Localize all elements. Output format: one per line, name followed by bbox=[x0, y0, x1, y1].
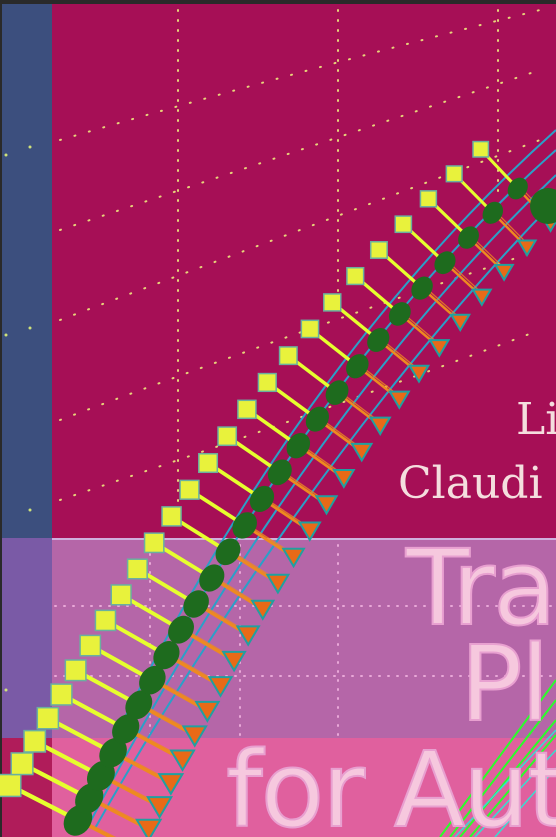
green-node-icon bbox=[367, 328, 390, 352]
triangle-marker-icon bbox=[265, 573, 291, 595]
green-node-icon bbox=[286, 433, 311, 459]
green-node-icon bbox=[125, 690, 153, 720]
square-marker-icon bbox=[94, 609, 117, 632]
triangle-marker-icon bbox=[516, 239, 538, 258]
green-node-icon bbox=[482, 201, 504, 224]
triangle-marker-icon bbox=[449, 313, 472, 333]
green-node-icon bbox=[267, 459, 292, 486]
left-strip-top bbox=[2, 4, 52, 538]
green-node-icon bbox=[112, 714, 140, 744]
green-node-icon bbox=[168, 615, 194, 644]
square-marker-icon bbox=[50, 683, 73, 706]
triangle-marker-icon bbox=[281, 547, 306, 569]
square-marker-icon bbox=[346, 266, 365, 286]
title-line-1: Tra bbox=[405, 527, 556, 649]
square-marker-icon bbox=[278, 346, 298, 366]
square-marker-icon bbox=[198, 453, 219, 474]
green-node-icon bbox=[458, 226, 479, 249]
triangle-marker-icon bbox=[350, 442, 374, 463]
triangle-marker-icon bbox=[181, 725, 208, 748]
square-marker-icon bbox=[23, 729, 47, 753]
dotted-diagonal-lines bbox=[59, 9, 541, 501]
triangle-marker-icon bbox=[169, 749, 196, 772]
title-line-2: Pl bbox=[459, 623, 551, 745]
triangle-marker-icon bbox=[157, 773, 185, 796]
square-marker-icon bbox=[257, 372, 277, 393]
square-marker-icon bbox=[323, 293, 342, 312]
square-marker-icon bbox=[394, 215, 413, 234]
green-node-icon bbox=[153, 641, 180, 670]
green-node-icon bbox=[183, 590, 209, 618]
green-node-icon bbox=[530, 188, 556, 224]
green-node-icon bbox=[411, 276, 433, 300]
green-node-icon bbox=[434, 251, 456, 275]
green-node-icon bbox=[507, 177, 528, 200]
square-marker-icon bbox=[79, 634, 102, 657]
green-node-icon bbox=[86, 760, 115, 791]
left-strip-bottom bbox=[2, 538, 52, 738]
square-marker-icon bbox=[472, 140, 490, 158]
title-line-3: for Aut bbox=[225, 729, 556, 837]
square-marker-icon bbox=[0, 773, 22, 798]
square-marker-icon bbox=[36, 706, 60, 730]
square-marker-icon bbox=[300, 319, 320, 339]
green-node-icon bbox=[346, 354, 369, 379]
square-marker-icon bbox=[369, 241, 388, 259]
triangle-marker-icon bbox=[407, 364, 431, 384]
triangle-marker-icon bbox=[471, 288, 493, 307]
left-strip-dots bbox=[4, 145, 32, 692]
triangle-marker-icon bbox=[368, 416, 392, 436]
triangle-marker-icon bbox=[493, 263, 515, 282]
marker-layer bbox=[0, 140, 556, 837]
square-marker-icon bbox=[419, 190, 438, 208]
triangle-marker-icon bbox=[297, 521, 322, 542]
green-node-icon bbox=[249, 485, 275, 512]
triangle-marker-icon bbox=[250, 599, 276, 621]
square-marker-icon bbox=[179, 479, 200, 500]
triangle-marker-icon bbox=[428, 339, 451, 358]
triangle-marker-icon bbox=[235, 625, 261, 647]
triangle-marker-icon bbox=[388, 390, 411, 410]
green-node-icon bbox=[215, 538, 241, 566]
triangle-marker-icon bbox=[221, 650, 247, 673]
author-line-2: Claudi bbox=[398, 458, 543, 509]
cyan-rays bbox=[454, 729, 556, 837]
square-marker-icon bbox=[445, 165, 463, 183]
square-marker-icon bbox=[110, 584, 132, 606]
dotted-vertical-lines bbox=[177, 9, 499, 531]
triangle-marker-icon bbox=[314, 495, 339, 516]
green-node-icon bbox=[305, 406, 329, 432]
triangle-marker-icon bbox=[146, 796, 174, 820]
triangle-marker-icon bbox=[207, 676, 234, 698]
square-marker-icon bbox=[143, 532, 165, 554]
square-marker-icon bbox=[161, 506, 182, 527]
green-node-icon bbox=[325, 380, 349, 405]
square-marker-icon bbox=[64, 659, 87, 682]
author-line-1: Li bbox=[516, 394, 556, 445]
square-marker-icon bbox=[217, 426, 238, 447]
green-rays bbox=[439, 679, 556, 837]
square-marker-icon bbox=[237, 399, 257, 420]
square-marker-icon bbox=[10, 752, 34, 776]
triangle-marker-icon bbox=[194, 700, 221, 723]
square-marker-icon bbox=[126, 558, 148, 580]
green-node-icon bbox=[139, 665, 166, 695]
green-node-icon bbox=[388, 302, 411, 326]
green-node-icon bbox=[232, 512, 257, 539]
green-node-icon bbox=[199, 564, 225, 592]
green-node-icon bbox=[75, 783, 104, 814]
triangle-marker-icon bbox=[332, 469, 356, 489]
triangle-marker-icon bbox=[135, 818, 163, 837]
orange-ray bbox=[81, 819, 117, 837]
green-node-icon bbox=[99, 737, 127, 768]
